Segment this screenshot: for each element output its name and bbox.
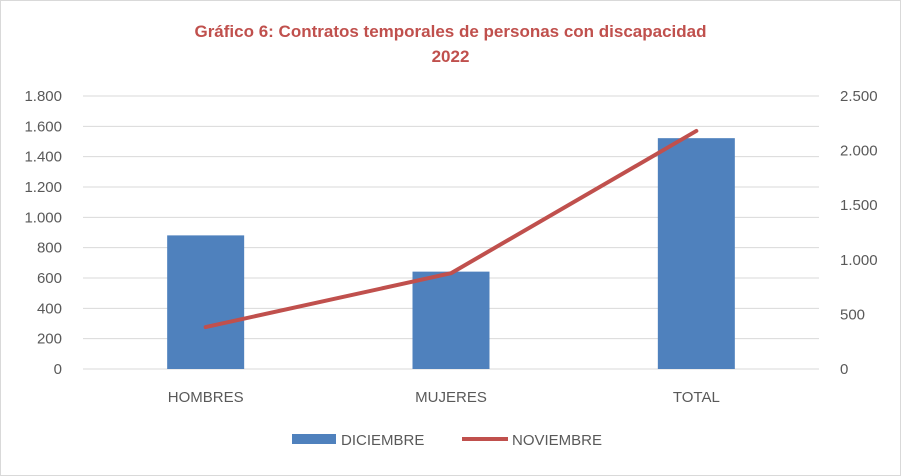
y-right-tick-label: 0 [840, 361, 848, 378]
y-right-tick-label: 1.000 [840, 252, 878, 269]
y-right-tick-label: 2.000 [840, 143, 878, 160]
y-right-tick-label: 500 [840, 306, 865, 323]
y-left-tick-label: 200 [37, 331, 62, 348]
y-left-tick-label: 1.800 [24, 88, 62, 105]
bar-hombres [167, 235, 245, 369]
y-right-tick-label: 1.500 [840, 197, 878, 214]
y-left-tick-label: 800 [37, 240, 62, 257]
y-left-tick-label: 0 [54, 361, 62, 378]
y-left-tick-label: 1.400 [24, 149, 62, 166]
bar-mujeres [412, 271, 490, 369]
legend-label-noviembre: NOVIEMBRE [512, 432, 602, 449]
chart-subtitle: 2022 [431, 47, 470, 66]
x-category-label: MUJERES [415, 389, 487, 406]
x-category-label: TOTAL [673, 389, 720, 406]
y-left-tick-label: 1.200 [24, 179, 62, 196]
y-right-tick-label: 2.500 [840, 88, 878, 105]
chart-title: Gráfico 6: Contratos temporales de perso… [194, 22, 707, 41]
bar-total [657, 138, 735, 369]
y-left-tick-label: 400 [37, 300, 62, 317]
y-left-tick-label: 1.000 [24, 209, 62, 226]
y-left-tick-label: 1.600 [24, 118, 62, 135]
legend-label-diciembre: DICIEMBRE [341, 432, 424, 449]
y-left-tick-label: 600 [37, 270, 62, 287]
legend-swatch-diciembre [292, 434, 336, 444]
x-category-label: HOMBRES [168, 389, 244, 406]
